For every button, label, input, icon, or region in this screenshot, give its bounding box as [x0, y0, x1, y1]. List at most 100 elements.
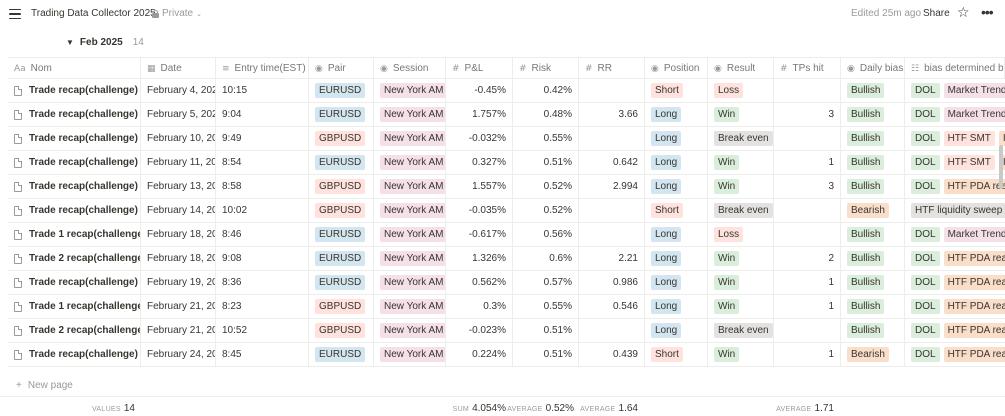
cell-position[interactable]: Short: [645, 79, 708, 102]
cell-pair[interactable]: EURUSD: [309, 79, 374, 102]
cell-rr[interactable]: 3.66: [579, 103, 645, 126]
cell-det[interactable]: DOL Market Trend: [905, 79, 1005, 102]
cell-pnl[interactable]: 0.562%: [446, 271, 513, 294]
cell-pair[interactable]: GBPUSD: [309, 319, 374, 342]
column-header-rr[interactable]: # RR: [579, 58, 645, 79]
cell-bias[interactable]: Bullish: [841, 103, 905, 126]
cell-session[interactable]: New York AM: [374, 175, 446, 198]
cell-result[interactable]: Break even: [708, 199, 774, 222]
cell-name[interactable]: Trade recap(challenge): [8, 79, 141, 102]
cell-pair[interactable]: EURUSD: [309, 223, 374, 246]
cell-result[interactable]: Break even: [708, 319, 774, 342]
cell-date[interactable]: February 10, 2025: [141, 127, 216, 150]
cell-bias[interactable]: Bullish: [841, 79, 905, 102]
column-header-tps[interactable]: # TPs hit: [774, 58, 841, 79]
cell-rr[interactable]: 0.642: [579, 151, 645, 174]
cell-time[interactable]: 8:45: [216, 343, 309, 366]
column-header-risk[interactable]: # Risk: [513, 58, 579, 79]
cell-det[interactable]: DOL HTF SMT I: [905, 127, 1005, 150]
cell-risk[interactable]: 0.48%: [513, 103, 579, 126]
share-button[interactable]: Share: [923, 8, 950, 19]
cell-risk[interactable]: 0.55%: [513, 127, 579, 150]
cell-position[interactable]: Long: [645, 247, 708, 270]
cell-det[interactable]: HTF liquidity sweep: [905, 199, 1005, 222]
cell-pair[interactable]: GBPUSD: [309, 199, 374, 222]
cell-date[interactable]: February 24, 2025: [141, 343, 216, 366]
cell-name[interactable]: Trade recap(challenge): [8, 199, 141, 222]
cell-time[interactable]: 9:08: [216, 247, 309, 270]
cell-tps[interactable]: [774, 199, 841, 222]
cell-tps[interactable]: 1: [774, 151, 841, 174]
cell-session[interactable]: New York AM: [374, 247, 446, 270]
cell-name[interactable]: Trade recap(challenge): [8, 271, 141, 294]
cell-bias[interactable]: Bullish: [841, 247, 905, 270]
cell-pair[interactable]: EURUSD: [309, 343, 374, 366]
cell-position[interactable]: Long: [645, 319, 708, 342]
cell-rr[interactable]: [579, 79, 645, 102]
cell-det[interactable]: DOL HTF SMT I: [905, 151, 1005, 174]
column-header-time[interactable]: ≡ Entry time(EST): [216, 58, 309, 79]
cell-risk[interactable]: 0.51%: [513, 319, 579, 342]
cell-bias[interactable]: Bullish: [841, 319, 905, 342]
cell-bias[interactable]: Bullish: [841, 175, 905, 198]
footer-risk-average-calc[interactable]: AVERAGE 0.52%: [507, 403, 574, 414]
column-header-pnl[interactable]: # P&L: [446, 58, 513, 79]
collapse-triangle-icon[interactable]: ▼: [66, 38, 74, 47]
cell-risk[interactable]: 0.6%: [513, 247, 579, 270]
cell-position[interactable]: Long: [645, 127, 708, 150]
cell-tps[interactable]: 1: [774, 295, 841, 318]
cell-time[interactable]: 8:46: [216, 223, 309, 246]
cell-rr[interactable]: 2.994: [579, 175, 645, 198]
cell-pair[interactable]: GBPUSD: [309, 175, 374, 198]
table-row[interactable]: Trade recap(challenge) February 24, 2025 8…: [8, 343, 1005, 367]
table-row[interactable]: Trade 1 recap(challenge) February 18, 202…: [8, 223, 1005, 247]
cell-risk[interactable]: 0.56%: [513, 223, 579, 246]
cell-result[interactable]: Loss: [708, 223, 774, 246]
cell-date[interactable]: February 11, 2025: [141, 151, 216, 174]
cell-pnl[interactable]: -0.617%: [446, 223, 513, 246]
cell-pnl[interactable]: -0.032%: [446, 127, 513, 150]
cell-name[interactable]: Trade recap(challenge): [8, 151, 141, 174]
cell-time[interactable]: 8:36: [216, 271, 309, 294]
cell-rr[interactable]: [579, 319, 645, 342]
cell-tps[interactable]: [774, 223, 841, 246]
column-header-date[interactable]: ▦ Date: [141, 58, 216, 79]
cell-tps[interactable]: 1: [774, 343, 841, 366]
column-header-result[interactable]: ◉ Result: [708, 58, 774, 79]
cell-date[interactable]: February 18, 2025: [141, 223, 216, 246]
cell-bias[interactable]: Bullish: [841, 271, 905, 294]
table-row[interactable]: Trade 1 recap(challenge) February 21, 202…: [8, 295, 1005, 319]
column-header-position[interactable]: ◉ Position: [645, 58, 708, 79]
column-header-pair[interactable]: ◉ Pair: [309, 58, 374, 79]
cell-name[interactable]: Trade recap(challenge): [8, 343, 141, 366]
cell-pair[interactable]: GBPUSD: [309, 127, 374, 150]
cell-time[interactable]: 10:52: [216, 319, 309, 342]
table-row[interactable]: Trade recap(challenge) February 5, 2025 9:…: [8, 103, 1005, 127]
cell-date[interactable]: February 5, 2025: [141, 103, 216, 126]
cell-session[interactable]: New York AM: [374, 199, 446, 222]
cell-name[interactable]: Trade 2 recap(challenge): [8, 319, 141, 342]
cell-det[interactable]: DOL Market Trend: [905, 103, 1005, 126]
cell-name[interactable]: Trade recap(challenge): [8, 127, 141, 150]
cell-date[interactable]: February 13, 2025: [141, 175, 216, 198]
table-row[interactable]: Trade recap(challenge) February 13, 2025 8…: [8, 175, 1005, 199]
footer-values-calc[interactable]: VALUES 14: [60, 403, 135, 414]
table-row[interactable]: Trade 2 recap(challenge) February 18, 202…: [8, 247, 1005, 271]
cell-name[interactable]: Trade recap(challenge): [8, 103, 141, 126]
cell-result[interactable]: Win: [708, 175, 774, 198]
cell-result[interactable]: Loss: [708, 79, 774, 102]
cell-session[interactable]: New York AM: [374, 271, 446, 294]
cell-name[interactable]: Trade 1 recap(challenge): [8, 295, 141, 318]
cell-session[interactable]: New York AM: [374, 295, 446, 318]
cell-pnl[interactable]: 1.757%: [446, 103, 513, 126]
cell-risk[interactable]: 0.52%: [513, 175, 579, 198]
cell-result[interactable]: Break even: [708, 127, 774, 150]
star-icon[interactable]: ☆: [957, 4, 970, 20]
cell-pnl[interactable]: -0.45%: [446, 79, 513, 102]
cell-position[interactable]: Long: [645, 295, 708, 318]
cell-date[interactable]: February 21, 2025: [141, 319, 216, 342]
